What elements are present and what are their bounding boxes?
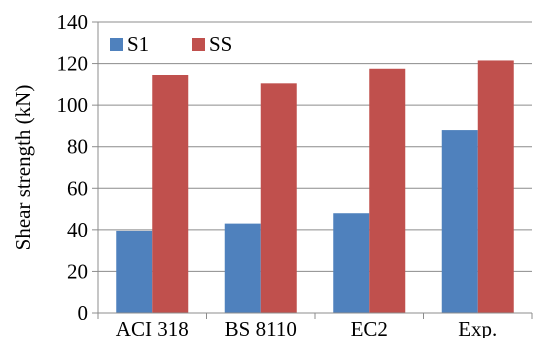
y-tick-label: 20 xyxy=(67,259,88,283)
x-tick-label: BS 8110 xyxy=(225,317,297,338)
x-tick-label: Exp. xyxy=(458,317,497,338)
bar-ss-1 xyxy=(260,83,297,313)
bar-s1-0 xyxy=(116,230,153,313)
bars xyxy=(116,60,514,314)
x-tick-label: EC2 xyxy=(351,317,388,338)
x-tick-label: ACI 318 xyxy=(116,317,189,338)
legend-swatch-ss xyxy=(192,38,205,51)
y-axis-title: Shear strength (kN) xyxy=(11,85,35,251)
y-tick-label: 60 xyxy=(67,176,88,200)
axes xyxy=(92,21,533,319)
legend-label-s1: S1 xyxy=(127,32,149,56)
bar-ss-2 xyxy=(369,68,406,314)
y-tick-labels: 0 20 40 60 80 100 120 140 xyxy=(57,10,89,325)
bar-ss-3 xyxy=(477,60,514,314)
x-tick-labels: ACI 318 BS 8110 EC2 Exp. xyxy=(116,317,498,338)
y-tick-label: 40 xyxy=(67,218,88,242)
bar-ss-0 xyxy=(152,75,189,313)
y-tick-label: 120 xyxy=(57,52,89,76)
legend-label-ss: SS xyxy=(209,32,232,56)
y-tick-label: 100 xyxy=(57,93,89,117)
y-tick-label: 0 xyxy=(78,301,89,325)
bar-s1-3 xyxy=(441,130,478,313)
bar-s1-2 xyxy=(333,213,370,313)
legend: S1 SS xyxy=(110,32,232,56)
legend-swatch-s1 xyxy=(110,38,123,51)
y-tick-label: 80 xyxy=(67,135,88,159)
bar-s1-1 xyxy=(224,223,261,313)
y-tick-label: 140 xyxy=(57,10,89,34)
